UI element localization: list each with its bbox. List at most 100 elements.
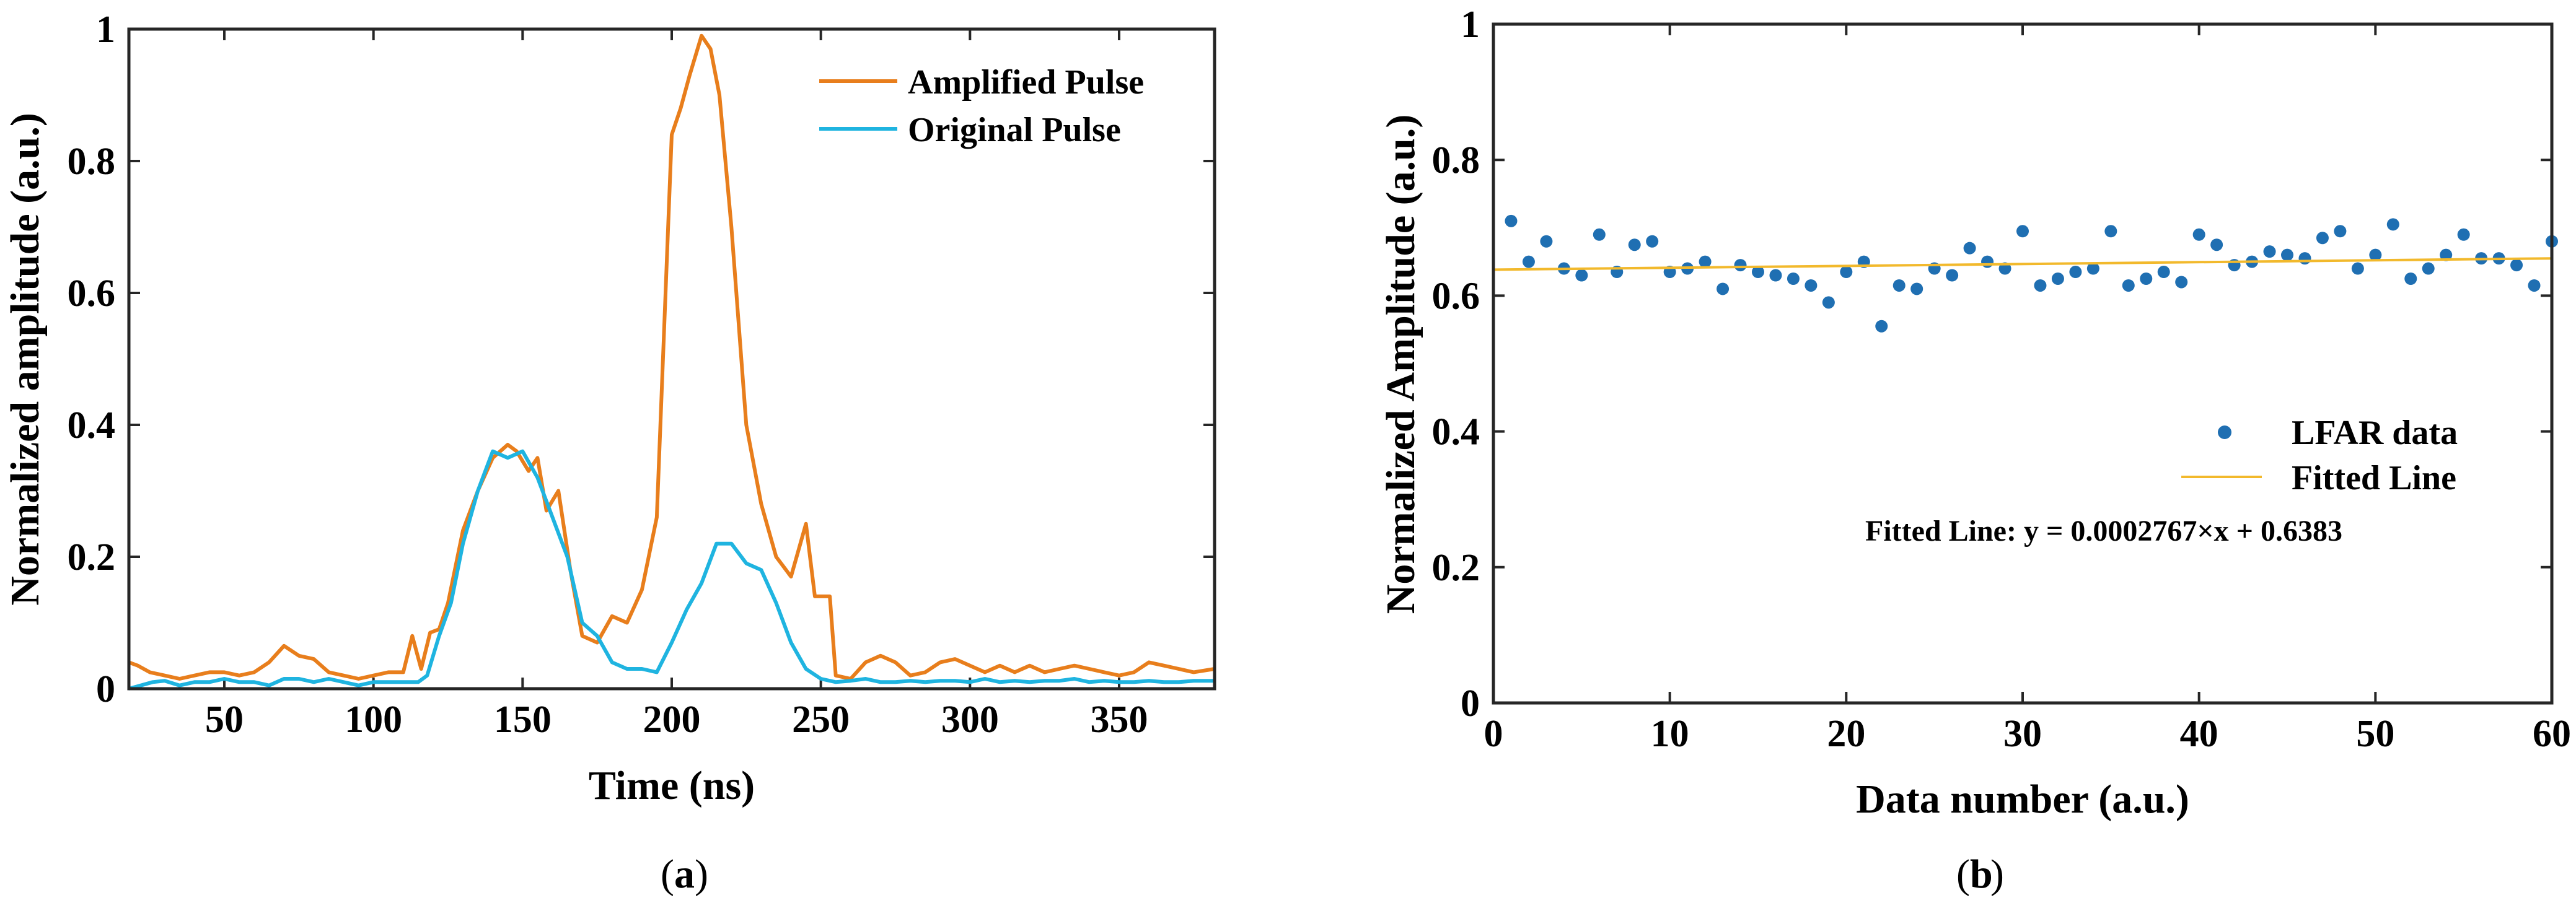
- data-point: [2122, 279, 2135, 292]
- data-point: [2104, 225, 2117, 238]
- data-point: [1822, 296, 1835, 309]
- legend-a: Amplified Pulse Original Pulse: [819, 63, 1144, 149]
- data-point: [2422, 262, 2435, 275]
- y-tick-label: 1: [1461, 4, 1480, 46]
- data-point: [2192, 228, 2205, 241]
- x-tick-label: 250: [792, 699, 850, 741]
- axes-frame-b: [1492, 22, 2554, 705]
- x-ticks-a: 50 100 150 200 250 300 350: [205, 29, 1148, 741]
- data-point: [2140, 273, 2153, 285]
- data-point: [2298, 252, 2311, 265]
- fitted-line-line: [1493, 257, 2552, 271]
- data-point: [2528, 279, 2541, 292]
- x-tick-label: 200: [643, 699, 701, 741]
- data-point: [1875, 320, 1888, 333]
- data-point: [1892, 279, 1906, 292]
- data-point: [1522, 255, 1535, 268]
- svg-text:a: a: [674, 852, 695, 897]
- original-pulse-line: [128, 449, 1215, 691]
- data-point: [2369, 248, 2382, 261]
- data-point: [2157, 266, 2170, 279]
- x-tick-label: 20: [1827, 713, 1865, 755]
- data-point: [2175, 276, 2188, 289]
- data-point: [1593, 228, 1606, 241]
- x-tick-label: 50: [2356, 713, 2394, 755]
- data-point: [2510, 259, 2523, 272]
- x-tick-label: 150: [494, 699, 552, 741]
- data-point: [1717, 282, 1730, 295]
- y-axis-title-a: Normalized amplitude (a.u.): [2, 113, 48, 606]
- legend-label-fitted-line: Fitted Line: [2292, 459, 2456, 497]
- x-tick-label: 50: [205, 699, 244, 741]
- y-tick-label: 0: [96, 668, 115, 710]
- data-point: [1910, 282, 1923, 295]
- data-point: [2351, 262, 2364, 275]
- series-group-b: [1493, 214, 2558, 333]
- y-tick-label: 0.4: [1432, 411, 1480, 453]
- x-tick-label: 30: [2003, 713, 2042, 755]
- y-tick-label: 1: [96, 9, 115, 51]
- y-tick-label: 0.8: [1432, 139, 1480, 181]
- legend-b: LFAR data Fitted Line: [2181, 414, 2458, 497]
- data-point: [2263, 245, 2276, 258]
- y-ticks-b: 0 0.2 0.4 0.6 0.8 1: [1432, 4, 2552, 725]
- data-point: [1646, 235, 1659, 248]
- data-point: [2334, 225, 2347, 238]
- data-point: [1963, 242, 1976, 255]
- x-tick-label: 10: [1651, 713, 1689, 755]
- y-tick-label: 0.6: [68, 273, 116, 315]
- x-axis-title-b: Data number (a.u.): [1856, 777, 2189, 822]
- data-point: [1699, 255, 1712, 268]
- data-point: [1540, 235, 1553, 248]
- legend-label-amplified-pulse: Amplified Pulse: [908, 63, 1144, 102]
- panel-label-a: ( a ): [661, 852, 708, 897]
- y-tick-label: 0.6: [1432, 275, 1480, 317]
- x-tick-label: 350: [1090, 699, 1148, 741]
- legend-label-original-pulse: Original Pulse: [908, 111, 1121, 149]
- svg-text:b: b: [1970, 852, 1993, 897]
- data-point: [2051, 273, 2064, 285]
- data-point: [2386, 218, 2399, 231]
- x-tick-label: 300: [941, 699, 999, 741]
- y-ticks-a: 0 0.2 0.4 0.6 0.8 1: [68, 9, 1215, 710]
- svg-text:(: (: [661, 852, 674, 897]
- data-point: [1946, 269, 1959, 282]
- y-tick-label: 0.8: [68, 141, 116, 183]
- data-point: [1981, 255, 1994, 268]
- y-tick-label: 0: [1461, 683, 1480, 725]
- data-point: [1769, 269, 1782, 282]
- data-point: [2440, 248, 2453, 261]
- data-point: [1805, 279, 1818, 292]
- svg-text:): ): [695, 852, 708, 897]
- legend-swatch-lfar-data: [2218, 425, 2231, 439]
- data-point: [1752, 266, 1764, 279]
- y-axis-title-b: Normalized Amplitude (a.u.): [1378, 115, 1423, 614]
- data-point: [2210, 238, 2223, 251]
- svg-text:): ): [1990, 852, 2004, 897]
- chart-a: 0 0.2 0.4 0.6 0.8 1 50 100 150 200 250 300 350 Ampl…: [2, 9, 1216, 897]
- fit-equation-annotation: Fitted Line: y = 0.0002767×x + 0.6383: [1865, 515, 2342, 547]
- data-point: [1505, 214, 1518, 227]
- data-point: [2069, 266, 2082, 279]
- x-tick-label: 100: [345, 699, 402, 741]
- data-point: [1787, 273, 1800, 285]
- data-point: [1628, 238, 1641, 251]
- data-point: [2404, 273, 2417, 285]
- x-tick-label: 40: [2180, 713, 2218, 755]
- panel-label-b: ( b ): [1956, 852, 2004, 897]
- data-point: [2316, 232, 2329, 245]
- legend-label-lfar-data: LFAR data: [2292, 414, 2458, 452]
- data-point: [2016, 225, 2029, 238]
- data-point: [1575, 269, 1588, 282]
- y-tick-label: 0.2: [1432, 547, 1480, 589]
- svg-text:(: (: [1956, 852, 1970, 897]
- axes-frame-a: [127, 27, 1216, 691]
- x-ticks-b: 0 10 20 30 40 50 60: [1484, 24, 2571, 755]
- plot-area-b: [1493, 24, 2552, 703]
- x-axis-title-a: Time (ns): [589, 763, 755, 808]
- x-tick-label: 0: [1484, 713, 1503, 755]
- amplified-pulse-line: [128, 33, 1215, 681]
- data-point: [2086, 262, 2099, 275]
- data-point: [2457, 228, 2470, 241]
- y-tick-label: 0.4: [68, 404, 116, 447]
